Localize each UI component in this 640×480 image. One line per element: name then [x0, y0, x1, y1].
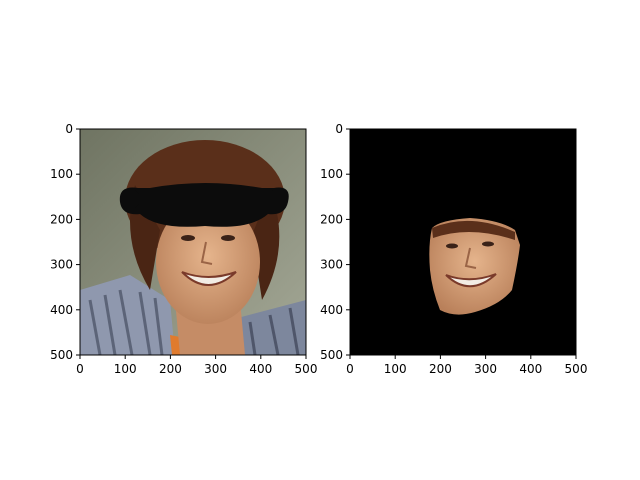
left-x-tick-label: 500: [295, 362, 318, 376]
right-x-tick-label: 500: [565, 362, 588, 376]
left-x-tick-label: 200: [159, 362, 182, 376]
right-y-tick-label: 100: [320, 167, 343, 181]
right-y-tick-label: 200: [320, 212, 343, 226]
right-y-tick-label: 300: [320, 258, 343, 272]
right-x-tick-label: 200: [429, 362, 452, 376]
left-y-axis: 0 100 200 300 400 500: [50, 122, 80, 362]
left-y-tick-label: 100: [50, 167, 73, 181]
right-y-tick-label: 0: [335, 122, 343, 136]
right-x-tick-label: 300: [474, 362, 497, 376]
right-y-tick-label: 500: [320, 348, 343, 362]
right-x-tick-label: 0: [346, 362, 354, 376]
left-x-tick-label: 100: [114, 362, 137, 376]
left-x-tick-label: 0: [76, 362, 84, 376]
right-y-axis: 0 100 200 300 400 500: [320, 122, 350, 362]
left-y-tick-label: 200: [50, 212, 73, 226]
left-y-tick-label: 300: [50, 258, 73, 272]
left-y-tick-label: 0: [65, 122, 73, 136]
left-y-tick-label: 400: [50, 303, 73, 317]
left-y-tick-label: 500: [50, 348, 73, 362]
right-x-tick-label: 400: [519, 362, 542, 376]
left-x-tick-label: 300: [204, 362, 227, 376]
right-panel: 0 100 200 300 400 500 0 100 200 300 400 500: [320, 122, 587, 376]
left-x-axis: 0 100 200 300 400 500: [76, 355, 317, 376]
right-image: [350, 129, 576, 355]
right-x-tick-label: 100: [384, 362, 407, 376]
left-image: [80, 129, 306, 355]
right-y-tick-label: 400: [320, 303, 343, 317]
right-x-axis: 0 100 200 300 400 500: [346, 355, 587, 376]
left-x-tick-label: 400: [249, 362, 272, 376]
left-panel: 0 100 200 300 400 500 0 100 200 300 400 500: [50, 122, 317, 376]
